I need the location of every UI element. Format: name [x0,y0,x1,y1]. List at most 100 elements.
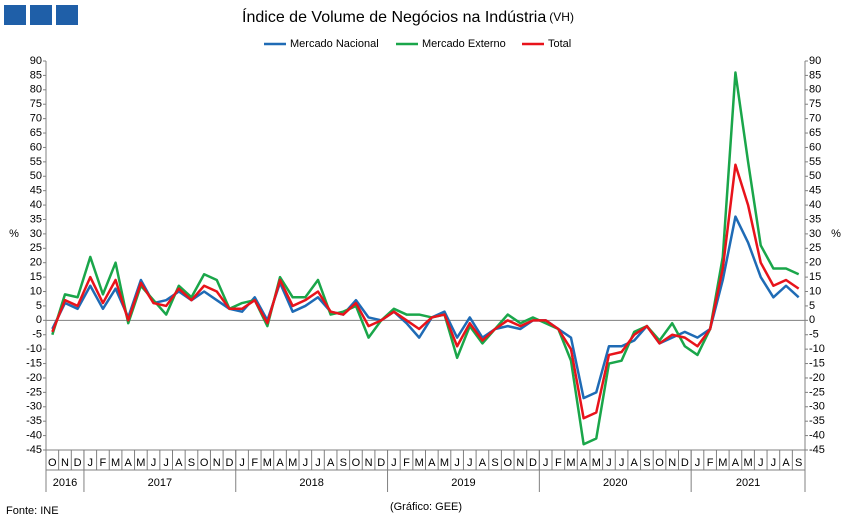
y-tick-label: 55 [30,156,42,168]
title: Índice de Volume de Negócios na Indústri… [242,7,546,26]
x-tick-label: J [315,457,321,469]
x-tick-label: J [239,457,245,469]
y-tick-label: 25 [30,242,42,254]
y2-tick-label: 85 [809,69,821,81]
x-tick-label: M [288,457,297,469]
y2-tick-label: -35 [809,415,825,427]
x-tick-label: J [151,457,157,469]
y-tick-label: -10 [26,343,42,355]
x-tick-label: O [352,457,361,469]
series-line [51,71,800,446]
y-tick-label: -35 [26,415,42,427]
y-tick-label: 70 [30,113,42,125]
x-tick-label: J [467,457,473,469]
x-tick-label: O [200,457,209,469]
y-tick-label: 40 [30,199,42,211]
x-tick-label: J [88,457,94,469]
y2-tick-label: -25 [809,386,825,398]
year-label: 2016 [53,477,77,489]
x-tick-label: A [428,457,436,469]
x-tick-label: O [655,457,664,469]
y2-tick-label: 15 [809,271,821,283]
y2-tick-label: -15 [809,357,825,369]
y-tick-label: 60 [30,141,42,153]
y2-tick-label: 5 [809,300,815,312]
x-tick-label: S [188,457,195,469]
x-tick-label: A [479,457,487,469]
x-tick-label: O [48,457,57,469]
x-tick-label: J [619,457,625,469]
y2-tick-label: 70 [809,113,821,125]
x-tick-label: D [681,457,689,469]
x-tick-label: F [251,457,258,469]
y-tick-label: 80 [30,84,42,96]
y-tick-label: 45 [30,185,42,197]
y-tick-label: -45 [26,444,42,456]
chart-title: Índice de Volume de Negócios na Indústri… [242,7,574,26]
y2-axis-label: % [831,228,841,240]
y2-tick-label: -30 [809,401,825,413]
x-tick-label: A [276,457,284,469]
legend-label: Total [548,38,571,50]
x-tick-label: J [771,457,777,469]
x-tick-label: N [516,457,524,469]
x-tick-label: D [529,457,537,469]
credit: (Gráfico: GEE) [390,501,462,513]
year-label: 2019 [451,477,475,489]
y-axis-label: % [9,228,19,240]
x-tick-label: A [327,457,335,469]
y2-tick-label: -45 [809,444,825,456]
x-tick-label: J [454,457,460,469]
year-label: 2017 [148,477,172,489]
x-tick-label: D [377,457,385,469]
y2-tick-label: 35 [809,213,821,225]
x-tick-label: D [74,457,82,469]
x-tick-label: N [61,457,69,469]
y2-tick-label: 30 [809,228,821,240]
y2-tick-label: 65 [809,127,821,139]
y2-tick-label: -20 [809,372,825,384]
y2-tick-label: 25 [809,242,821,254]
x-tick-label: F [403,457,410,469]
x-tick-label: M [743,457,752,469]
y2-tick-label: 90 [809,55,821,67]
x-tick-label: S [340,457,347,469]
series-line [51,163,800,420]
y2-tick-label: 50 [809,170,821,182]
x-tick-label: N [213,457,221,469]
y2-tick-label: 45 [809,185,821,197]
y2-tick-label: 20 [809,257,821,269]
x-tick-label: J [758,457,764,469]
y2-tick-label: 60 [809,141,821,153]
x-tick-label: M [415,457,424,469]
year-label: 2021 [736,477,760,489]
x-tick-label: M [718,457,727,469]
y-tick-label: 20 [30,257,42,269]
x-tick-label: A [125,457,133,469]
y2-tick-label: 10 [809,285,821,297]
y2-tick-label: 80 [809,84,821,96]
x-tick-label: O [503,457,512,469]
x-tick-label: N [668,457,676,469]
subtitle: (VH) [549,10,574,24]
x-tick-label: S [643,457,650,469]
x-tick-label: A [175,457,183,469]
logo-block [4,5,26,25]
x-tick-label: F [555,457,562,469]
x-tick-label: D [225,457,233,469]
y-tick-label: 85 [30,69,42,81]
year-label: 2018 [299,477,323,489]
y-tick-label: 0 [36,314,42,326]
x-tick-label: M [136,457,145,469]
y-tick-label: 75 [30,98,42,110]
x-tick-label: J [303,457,309,469]
x-tick-label: F [707,457,714,469]
source: Fonte: INE [6,505,59,517]
x-tick-label: J [543,457,549,469]
y-tick-label: 5 [36,300,42,312]
y2-tick-label: -5 [809,329,819,341]
logo-block [56,5,78,25]
x-tick-label: A [732,457,740,469]
x-tick-label: N [365,457,373,469]
x-tick-label: F [100,457,107,469]
